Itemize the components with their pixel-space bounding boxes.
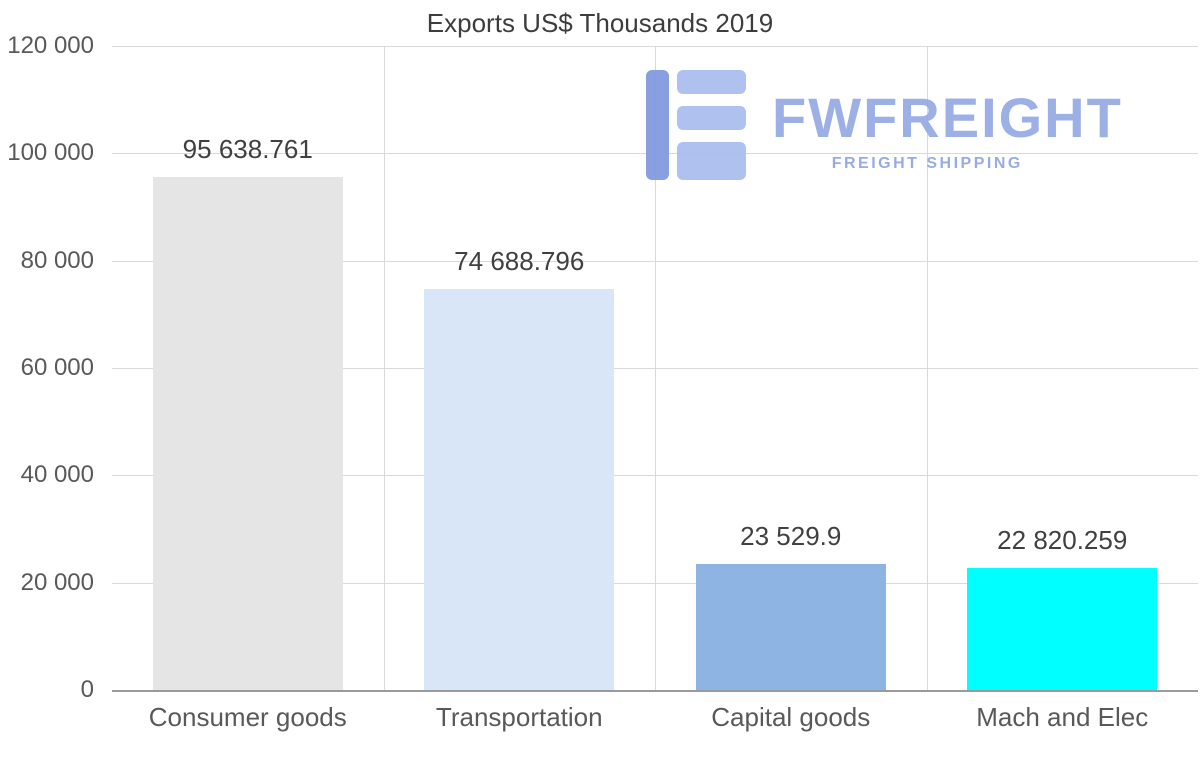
v-gridline [926,46,928,690]
y-tick-label: 80 000 [20,246,94,274]
x-category-label: Mach and Elec [976,702,1149,732]
y-tick-label: 40 000 [20,461,94,489]
v-gridline [383,46,385,690]
bar-mach-and-elec [967,567,1158,690]
watermark-tagline: FREIGHT SHIPPING [831,155,1023,172]
watermark-brand: FWFREIGHT [772,86,1123,149]
x-category-label: Consumer goods [148,702,347,732]
chart-title: Exports US$ Thousands 2019 [426,8,774,38]
bar-value-label: 23 529.9 [740,520,842,551]
bars-layer: 95 638.761 74 688.796 23 529.9 22 820.259 [112,46,1198,690]
x-category-label: Transportation [435,702,603,732]
bar-consumer-goods [152,176,343,690]
y-axis: 0 20 000 40 000 60 000 80 000 100 000 120 000 [0,32,102,703]
y-tick-label: 20 000 [20,568,94,596]
watermark-text: FWFREIGHT FREIGHT SHIPPING [772,66,1123,173]
y-tick-label: 60 000 [20,354,94,381]
bar-value-label: 74 688.796 [454,246,585,277]
bar-value-label: 22 820.259 [997,524,1128,555]
bar-value-label: 95 638.761 [182,133,313,164]
x-category-label: Capital goods [711,702,871,732]
bar-capital-goods [695,563,886,690]
x-axis: Consumer goods Transportation Capital good… [112,702,1198,742]
y-tick-label: 120 000 [7,32,94,59]
bar-transportation [424,289,615,690]
y-tick-label: 0 [80,676,94,703]
fwfreight-logo-icon [646,66,746,189]
v-gridline [655,46,656,690]
plot-area: 95 638.761 74 688.796 23 529.9 22 820.259 [112,46,1198,692]
y-tick-label: 100 000 [7,139,94,167]
watermark: FWFREIGHT FREIGHT SHIPPING [646,66,1123,189]
